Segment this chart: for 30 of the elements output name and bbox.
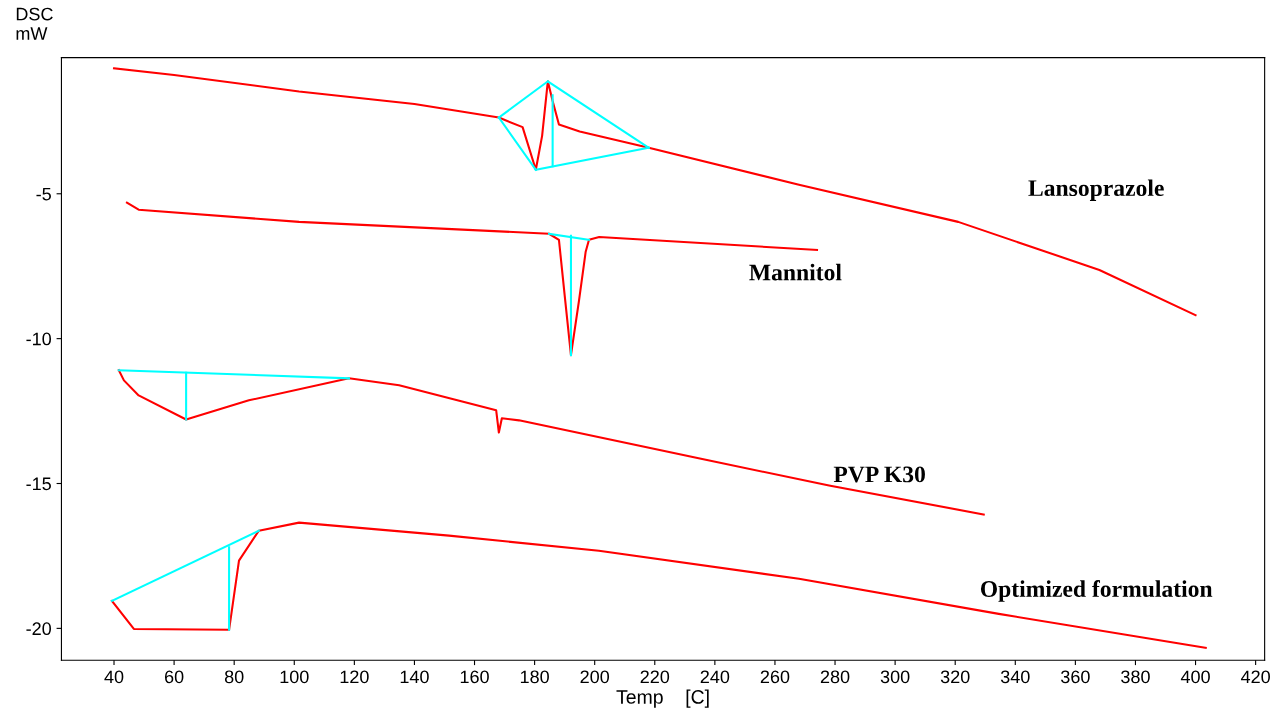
x-axis-title: Temp [C]	[616, 689, 709, 708]
x-tick-label: 120	[340, 670, 369, 684]
x-tick-label: 200	[580, 670, 610, 684]
y-tick-label: -15	[26, 477, 51, 491]
x-tick-label: 360	[1061, 670, 1090, 684]
x-tick-label: 180	[520, 670, 549, 684]
x-tick-label: 40	[104, 670, 124, 684]
x-tick-label: 220	[640, 670, 670, 684]
x-tick-label: 140	[400, 670, 429, 684]
y-tick-label: -10	[26, 332, 52, 346]
x-tick-label: 380	[1121, 670, 1150, 684]
x-tick-label: 340	[1000, 670, 1030, 684]
x-tick-label: 260	[760, 670, 790, 684]
y-tick-label: -5	[36, 187, 51, 201]
x-tick-label: 420	[1240, 670, 1270, 684]
y-axis-title: DSC mW	[16, 7, 53, 40]
x-tick-label: 280	[820, 670, 850, 684]
annotation: Lansoprazole	[1028, 179, 1164, 201]
annotation: Optimized formulation	[980, 580, 1213, 602]
x-tick-label: 300	[880, 670, 910, 684]
x-tick-label: 100	[280, 670, 309, 684]
annotation: PVP K30	[833, 466, 925, 483]
x-tick-label: 240	[700, 670, 730, 684]
x-tick-label: 320	[940, 670, 970, 684]
x-tick-label: 60	[164, 670, 184, 684]
y-tick-label: -20	[26, 622, 52, 636]
annotation: Mannitol	[749, 263, 842, 281]
x-tick-label: 160	[460, 670, 489, 684]
x-tick-label: 80	[224, 670, 244, 684]
x-tick-label: 400	[1180, 670, 1210, 684]
